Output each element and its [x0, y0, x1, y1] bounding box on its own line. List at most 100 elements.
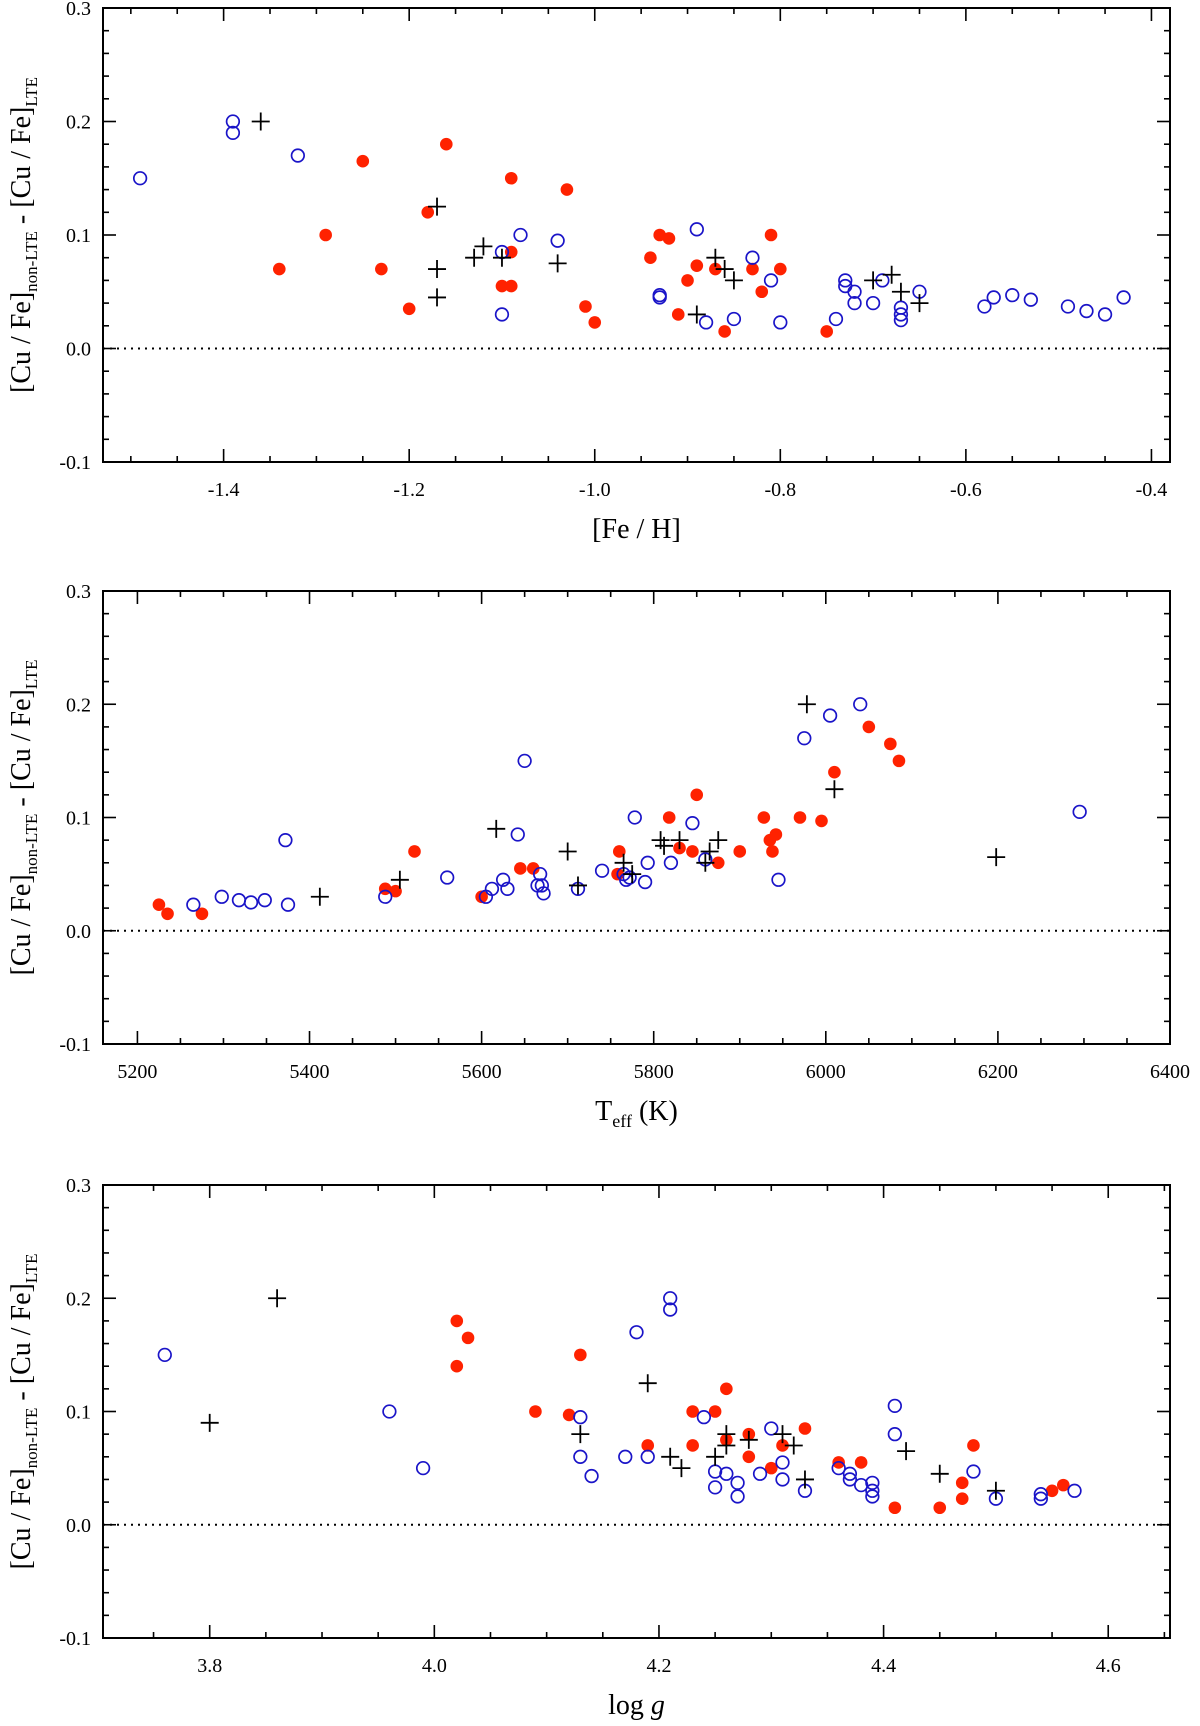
cross-point	[492, 248, 511, 267]
filled-circle-point	[319, 228, 332, 242]
filled-circle-point	[514, 862, 527, 875]
filled-circle-point	[757, 811, 771, 824]
filled-circle-point	[161, 907, 174, 921]
open-circle-point	[534, 878, 549, 893]
cross-point	[548, 254, 567, 273]
open-circle-point	[865, 295, 881, 311]
open-circle-point	[594, 863, 610, 878]
filled-circle-point	[504, 171, 518, 185]
cross-point	[390, 870, 409, 889]
x-tick-label: -1.4	[208, 479, 240, 501]
y-tick-label: 0.3	[66, 0, 91, 20]
cross-point	[784, 1436, 803, 1455]
filled-circle-point	[854, 1456, 868, 1469]
series-filled	[152, 720, 906, 921]
filled-circle-point	[774, 262, 787, 276]
cross-point	[986, 1481, 1005, 1500]
cross-point	[706, 1447, 725, 1466]
panel-feh: -1.4 -1.2 -1.0 -0.8 -0.6 -0.4 -0.1 0.0 0.1 0.2 0.3…	[6, 0, 1171, 545]
open-circle-point	[842, 1472, 858, 1487]
open-circle-point	[773, 315, 788, 330]
open-circle-point	[887, 1398, 902, 1413]
filled-circle-point	[766, 845, 779, 858]
cross-point	[638, 1374, 657, 1393]
series-open	[157, 1291, 1082, 1506]
filled-circle-point	[733, 845, 747, 858]
open-circle-point	[853, 1477, 869, 1493]
open-circle-point	[887, 1426, 902, 1442]
open-circle-point	[1005, 288, 1020, 303]
open-circle-point	[652, 290, 667, 305]
filled-circle-point	[793, 811, 807, 824]
filled-circle-point	[450, 1359, 464, 1373]
y-tick-label: 0.2	[66, 112, 91, 134]
filled-circle-point	[439, 137, 453, 151]
open-circle-point	[640, 1449, 655, 1464]
open-circle-point	[730, 1489, 745, 1504]
cross-point	[200, 1413, 219, 1432]
filled-circle-point	[1057, 1478, 1070, 1492]
filled-circle-point	[681, 274, 694, 287]
cross-point	[696, 853, 715, 872]
open-circle-point	[719, 1466, 734, 1481]
plot-frame	[102, 7, 1171, 463]
cross-point	[614, 853, 633, 872]
open-circle-point	[415, 1460, 431, 1476]
series-filled	[450, 1314, 1070, 1515]
series-open	[186, 697, 1087, 912]
filled-circle-point	[862, 720, 876, 734]
cross-point	[687, 305, 706, 324]
open-circle-point	[627, 810, 642, 825]
open-circle-point	[707, 1464, 723, 1479]
open-circle-point	[752, 1466, 768, 1481]
filled-circle-point	[686, 1439, 699, 1452]
open-circle-point	[797, 731, 812, 746]
open-circle-point	[186, 897, 201, 912]
filled-circle-point	[195, 907, 209, 921]
y-tick-label: 0.2	[66, 694, 91, 716]
open-circle-point	[966, 1464, 981, 1479]
filled-circle-point	[933, 1501, 947, 1515]
open-circle-point	[698, 315, 714, 330]
open-circle-point	[290, 148, 305, 163]
open-circle-point	[278, 833, 293, 848]
open-circle-point	[831, 1460, 846, 1476]
filled-circle-point	[408, 845, 421, 858]
open-circle-point	[550, 233, 565, 248]
open-circle-point	[853, 697, 868, 712]
cross-point	[655, 836, 674, 855]
x-tick-label: 3.8	[197, 1655, 222, 1677]
open-circle-point	[225, 125, 241, 141]
x-tick-label: 5800	[634, 1061, 674, 1083]
open-circle-point	[629, 1325, 644, 1340]
series-filled	[272, 137, 834, 338]
cross-point	[773, 1425, 792, 1444]
cross-point	[251, 112, 270, 131]
open-circle-point	[893, 312, 909, 328]
open-circle-point	[1023, 292, 1038, 307]
open-circle-point	[1097, 307, 1113, 322]
filled-circle-point	[764, 1461, 778, 1475]
y-axis-title: [Cu / Fe]non-LTE - [Cu / Fe]LTE	[6, 77, 41, 393]
cross-point	[717, 1436, 736, 1455]
filled-circle-point	[742, 1450, 756, 1464]
cross-point	[724, 271, 743, 290]
filled-circle-point	[475, 890, 488, 904]
cross-point	[864, 271, 883, 290]
series-open	[132, 114, 1131, 330]
filled-circle-point	[820, 325, 834, 338]
open-circle-point	[847, 284, 862, 299]
x-tick-label: -0.6	[950, 479, 982, 501]
x-tick-label: 5600	[462, 1061, 502, 1083]
filled-circle-point	[746, 262, 759, 276]
open-circle-point	[1116, 290, 1131, 305]
open-circle-point	[231, 893, 247, 908]
open-circle-point	[764, 1421, 779, 1436]
open-circle-point	[1033, 1491, 1048, 1506]
open-circle-point	[986, 290, 1001, 305]
filled-circle-point	[711, 856, 725, 870]
open-circle-point	[1072, 804, 1087, 819]
x-axis-title: [Fe / H]	[592, 514, 681, 545]
x-tick-label: 6400	[1150, 1061, 1190, 1083]
filled-circle-point	[644, 251, 657, 264]
